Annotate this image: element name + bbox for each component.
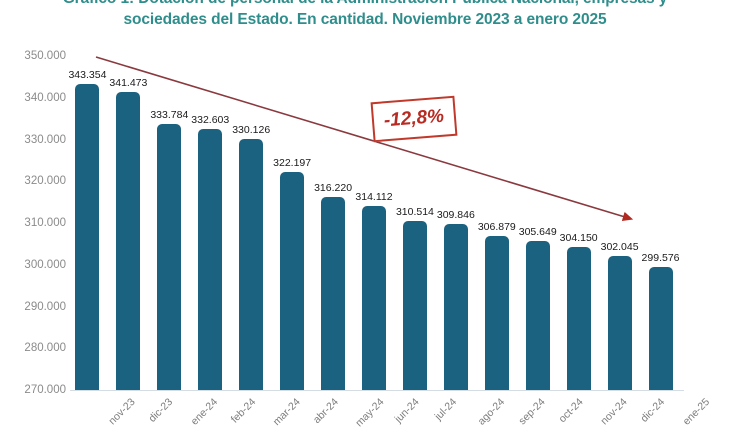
bar[interactable] [280,172,305,390]
x-axis-baseline [70,390,684,391]
chart-title: Gráfico 1: Dotación de personal de la Ad… [0,0,730,30]
bar[interactable] [75,83,100,390]
bar-value-label: 304.150 [559,232,598,245]
x-axis-tick-label: mar-24 [270,396,303,429]
chart-title-line-2: sociedades del Estado. En cantidad. Novi… [123,11,607,28]
bar-value-label: 306.879 [477,221,516,234]
bar-value-label: 332.603 [191,113,230,126]
bar[interactable] [648,266,673,390]
bar-value-label: 322.197 [273,157,312,170]
bar-value-label: 316.220 [314,182,353,195]
bar-value-label: 343.354 [68,68,107,81]
y-axis: 350.000 340.000 330.000 320.000 310.000 300.0… [0,50,66,396]
x-axis-tick-label: nov-24 [598,396,630,428]
y-axis-tick-label: 290.000 [24,300,66,313]
bar[interactable] [157,123,182,390]
bar[interactable] [607,256,632,390]
x-axis-tick-label: feb-24 [228,396,259,426]
y-axis-tick-label: 350.000 [24,50,66,62]
x-axis-tick-label: dic-24 [637,396,667,425]
x-axis-tick-label: abr-24 [311,396,341,426]
bar-value-label: 302.045 [600,241,639,254]
bar-value-label: 310.514 [395,205,434,218]
bar[interactable] [321,197,346,390]
bar[interactable] [402,220,427,390]
bar[interactable] [239,138,264,390]
bar-value-label: 305.649 [518,226,557,239]
bar-value-label: 299.576 [641,251,680,264]
bar-value-label: 333.784 [150,108,189,121]
bar-value-label: 330.126 [232,123,271,136]
x-axis-tick-label: nov-23 [106,396,139,428]
bar-value-label: 341.473 [109,76,148,89]
x-axis-tick-label: ene-24 [188,396,221,428]
bar[interactable] [525,241,550,390]
y-axis-tick-label: 280.000 [24,342,66,355]
x-axis-tick-label: jun-24 [392,396,422,426]
y-axis-tick-label: 300.000 [24,258,66,271]
x-axis-tick-label: jul-24 [432,396,460,423]
y-axis-tick-label: 310.000 [24,217,66,229]
x-axis-tick-label: sep-24 [516,396,548,428]
x-axis-tick-label: may-24 [353,396,387,430]
bar[interactable] [198,128,223,390]
bar[interactable] [362,205,386,390]
bar[interactable] [566,247,591,390]
bar[interactable] [443,223,468,390]
y-axis-tick-label: 270.000 [24,384,66,396]
x-axis-tick-label: oct-24 [556,396,586,426]
bar-value-label: 309.846 [436,208,475,221]
x-axis-tick-label: dic-23 [146,396,176,425]
bar-value-label: 314.112 [355,190,393,203]
chart-title-line-1: Gráfico 1: Dotación de personal de la Ad… [0,0,730,9]
y-axis-tick-label: 340.000 [24,91,66,104]
y-axis-tick-label: 320.000 [24,175,66,188]
bar[interactable] [116,91,141,390]
bar[interactable] [484,236,509,390]
percent-change-label: -12,8% [383,105,445,132]
x-axis-tick-label: ago-24 [475,396,508,428]
x-axis-tick-label: ene-25 [680,396,712,428]
y-axis-tick-label: 330.000 [24,133,66,146]
